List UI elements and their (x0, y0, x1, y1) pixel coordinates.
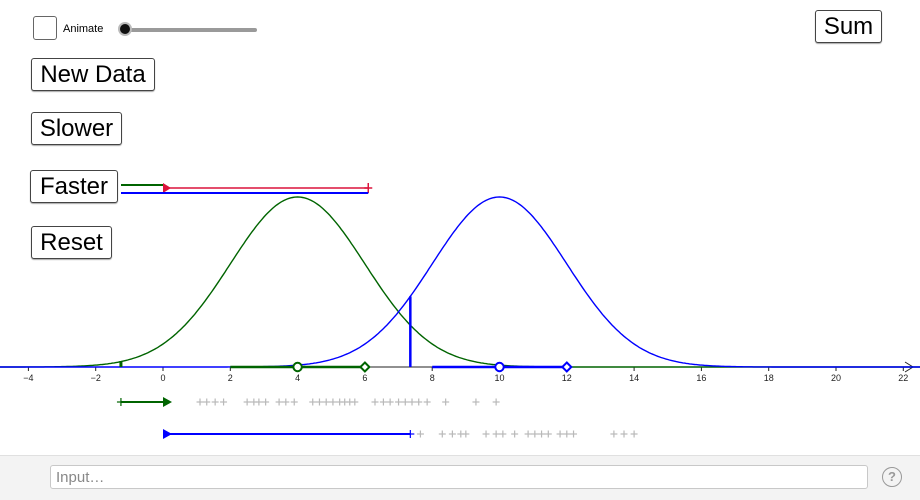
speed-slider-knob[interactable] (118, 22, 132, 36)
green-row-arrowhead (163, 397, 172, 407)
help-icon[interactable]: ? (882, 467, 902, 487)
x-tick-label: −2 (91, 373, 101, 383)
green-sample-mark (119, 361, 123, 367)
x-tick-label: 20 (831, 373, 841, 383)
speed-slider-track[interactable] (126, 28, 257, 32)
animate-label: Animate (63, 23, 104, 35)
green-normal-curve (0, 196, 920, 368)
top-red-arrowhead (163, 183, 171, 193)
animate-checkbox[interactable] (33, 16, 57, 40)
graph-view[interactable]: −4 −2 0 2 4 6 8 10 12 14 16 18 20 22 (0, 0, 920, 455)
faster-button[interactable]: Faster (30, 170, 118, 203)
x-tick-label: 4 (295, 373, 300, 383)
reset-button[interactable]: Reset (31, 226, 112, 259)
green-diamond-marker (358, 361, 371, 373)
x-tick-label: 2 (228, 373, 233, 383)
slower-button[interactable]: Slower (31, 112, 122, 145)
green-mean-marker (292, 361, 303, 373)
algebra-input[interactable] (50, 465, 868, 489)
x-tick-label: 10 (494, 373, 504, 383)
x-tick-label: −4 (23, 373, 33, 383)
x-tick-label: 0 (160, 373, 165, 383)
new-data-button[interactable]: New Data (31, 58, 155, 91)
x-tick-label: 16 (696, 373, 706, 383)
blue-mean-marker (494, 361, 505, 373)
blue-diamond-marker (560, 361, 573, 373)
x-tick-label: 8 (430, 373, 435, 383)
x-tick-label: 12 (562, 373, 572, 383)
x-tick-label: 14 (629, 373, 639, 383)
sum-button[interactable]: Sum (815, 10, 882, 43)
x-tick-label: 6 (362, 373, 367, 383)
blue-row-arrowhead (163, 429, 172, 439)
x-tick-label: 22 (898, 373, 908, 383)
x-tick-label: 18 (764, 373, 774, 383)
blue-normal-curve (0, 196, 920, 368)
